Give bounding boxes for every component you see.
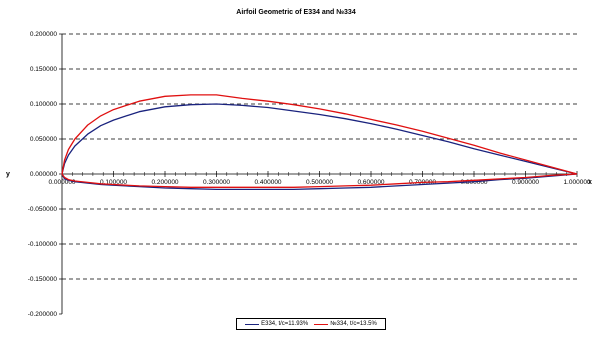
x-tick-label: 0.400000 xyxy=(254,179,281,186)
gridlines xyxy=(62,33,577,280)
x-tick-label: 0.500000 xyxy=(306,179,333,186)
series-line-n334 xyxy=(61,94,578,188)
x-axis-label: x xyxy=(588,179,592,186)
legend-label: E334, t/c=11.93% xyxy=(261,321,309,327)
x-tick-label: 0.300000 xyxy=(203,179,230,186)
y-tick-label: -0.200000 xyxy=(28,311,58,318)
x-tick-label: 0.000000 xyxy=(48,179,75,186)
x-tick-label: 0.200000 xyxy=(151,179,178,186)
legend-label: №334, t/c=13.5% xyxy=(330,321,377,327)
y-tick-label: 0.050000 xyxy=(30,136,57,143)
legend-item: E334, t/c=11.93% xyxy=(245,321,308,327)
x-tick-label: 0.800000 xyxy=(460,179,487,186)
chart-legend: E334, t/c=11.93% №334, t/c=13.5% xyxy=(236,318,386,330)
x-tick-label: 0.900000 xyxy=(512,179,539,186)
y-tick-label: 0.000000 xyxy=(30,171,57,178)
y-tick-label: 0.150000 xyxy=(30,66,57,73)
y-tick-label: -0.050000 xyxy=(28,206,58,213)
y-tick-label: -0.150000 xyxy=(28,276,58,283)
x-tick-label: 0.600000 xyxy=(357,179,384,186)
legend-swatch xyxy=(245,323,260,325)
y-tick-label: 0.200000 xyxy=(30,31,57,38)
chart-title: Airfoil Geometric of E334 and №334 xyxy=(236,8,356,16)
y-tick-label: -0.100000 xyxy=(28,241,58,248)
y-tick-label: 0.100000 xyxy=(30,101,57,108)
legend-swatch xyxy=(314,323,329,325)
series-layer xyxy=(61,94,578,191)
y-axis-label: y xyxy=(6,171,10,178)
axes: 0.200000 0.150000 0.100000 0.050000 0.000000… xyxy=(28,31,591,318)
x-tick-label: 1.000000 xyxy=(563,179,590,186)
x-tick-label: 0.100000 xyxy=(100,179,127,186)
legend-item: №334, t/c=13.5% xyxy=(314,321,377,327)
